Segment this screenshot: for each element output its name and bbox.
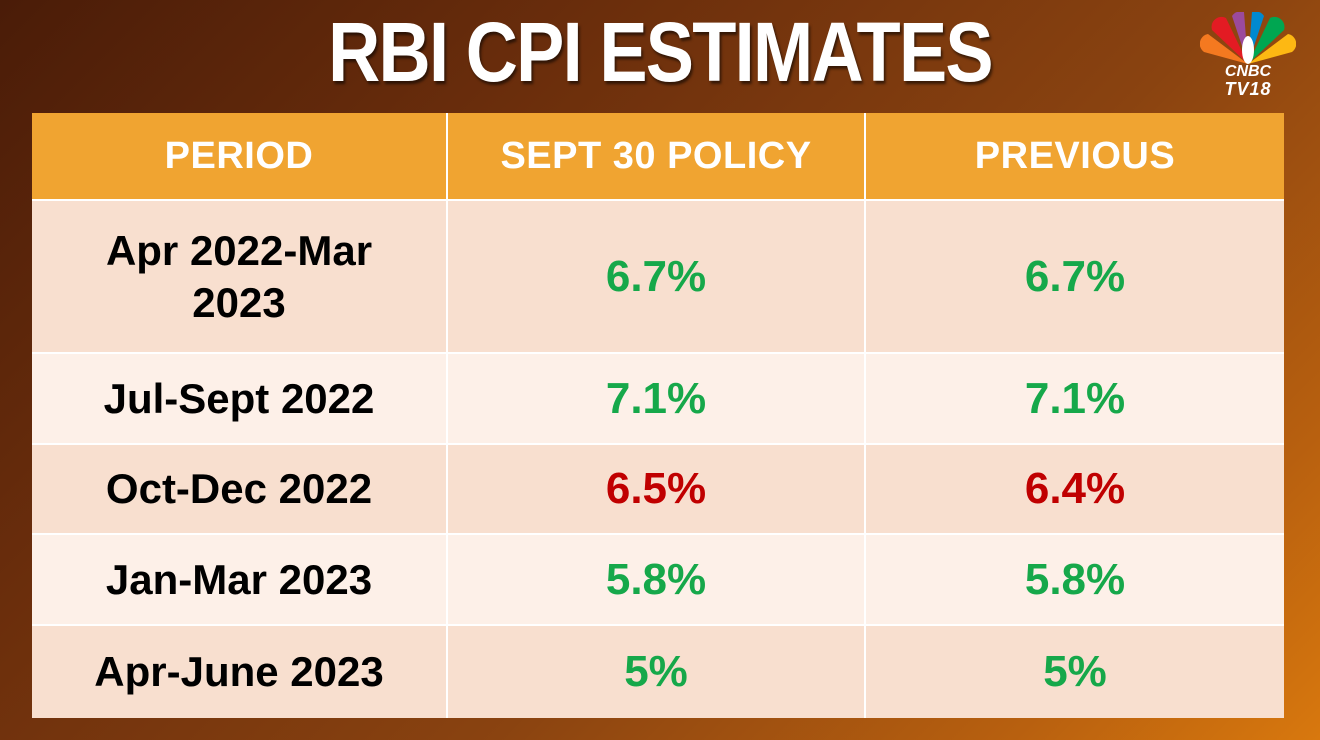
row-sept30-value: 5% <box>448 626 866 718</box>
header-previous: PREVIOUS <box>866 113 1284 201</box>
row-period: Jan-Mar 2023 <box>32 535 448 626</box>
page-title: RBI CPI ESTIMATES <box>328 5 994 99</box>
header-sept30-policy: SEPT 30 POLICY <box>448 113 866 201</box>
cpi-estimates-table: PERIOD SEPT 30 POLICY PREVIOUS Apr 2022-… <box>32 113 1284 718</box>
peacock-icon <box>1199 11 1297 64</box>
row-period: Jul-Sept 2022 <box>32 354 448 445</box>
row-period: Oct-Dec 2022 <box>32 445 448 535</box>
logo-brand: CNBC <box>1224 63 1272 80</box>
row-previous-value: 7.1% <box>866 354 1284 445</box>
row-period: Apr 2022-Mar 2023 <box>32 201 448 354</box>
cnbc-tv18-logo: CNBC TV18 <box>1199 11 1297 100</box>
row-sept30-value: 6.7% <box>448 201 866 354</box>
row-sept30-value: 5.8% <box>448 535 866 626</box>
row-sept30-value: 6.5% <box>448 445 866 535</box>
row-sept30-value: 7.1% <box>448 354 866 445</box>
row-previous-value: 6.4% <box>866 445 1284 535</box>
header-period: PERIOD <box>32 113 448 201</box>
row-period: Apr-June 2023 <box>32 626 448 718</box>
row-previous-value: 5% <box>866 626 1284 718</box>
logo-channel: TV18 <box>1224 79 1272 99</box>
row-previous-value: 6.7% <box>866 201 1284 354</box>
row-previous-value: 5.8% <box>866 535 1284 626</box>
